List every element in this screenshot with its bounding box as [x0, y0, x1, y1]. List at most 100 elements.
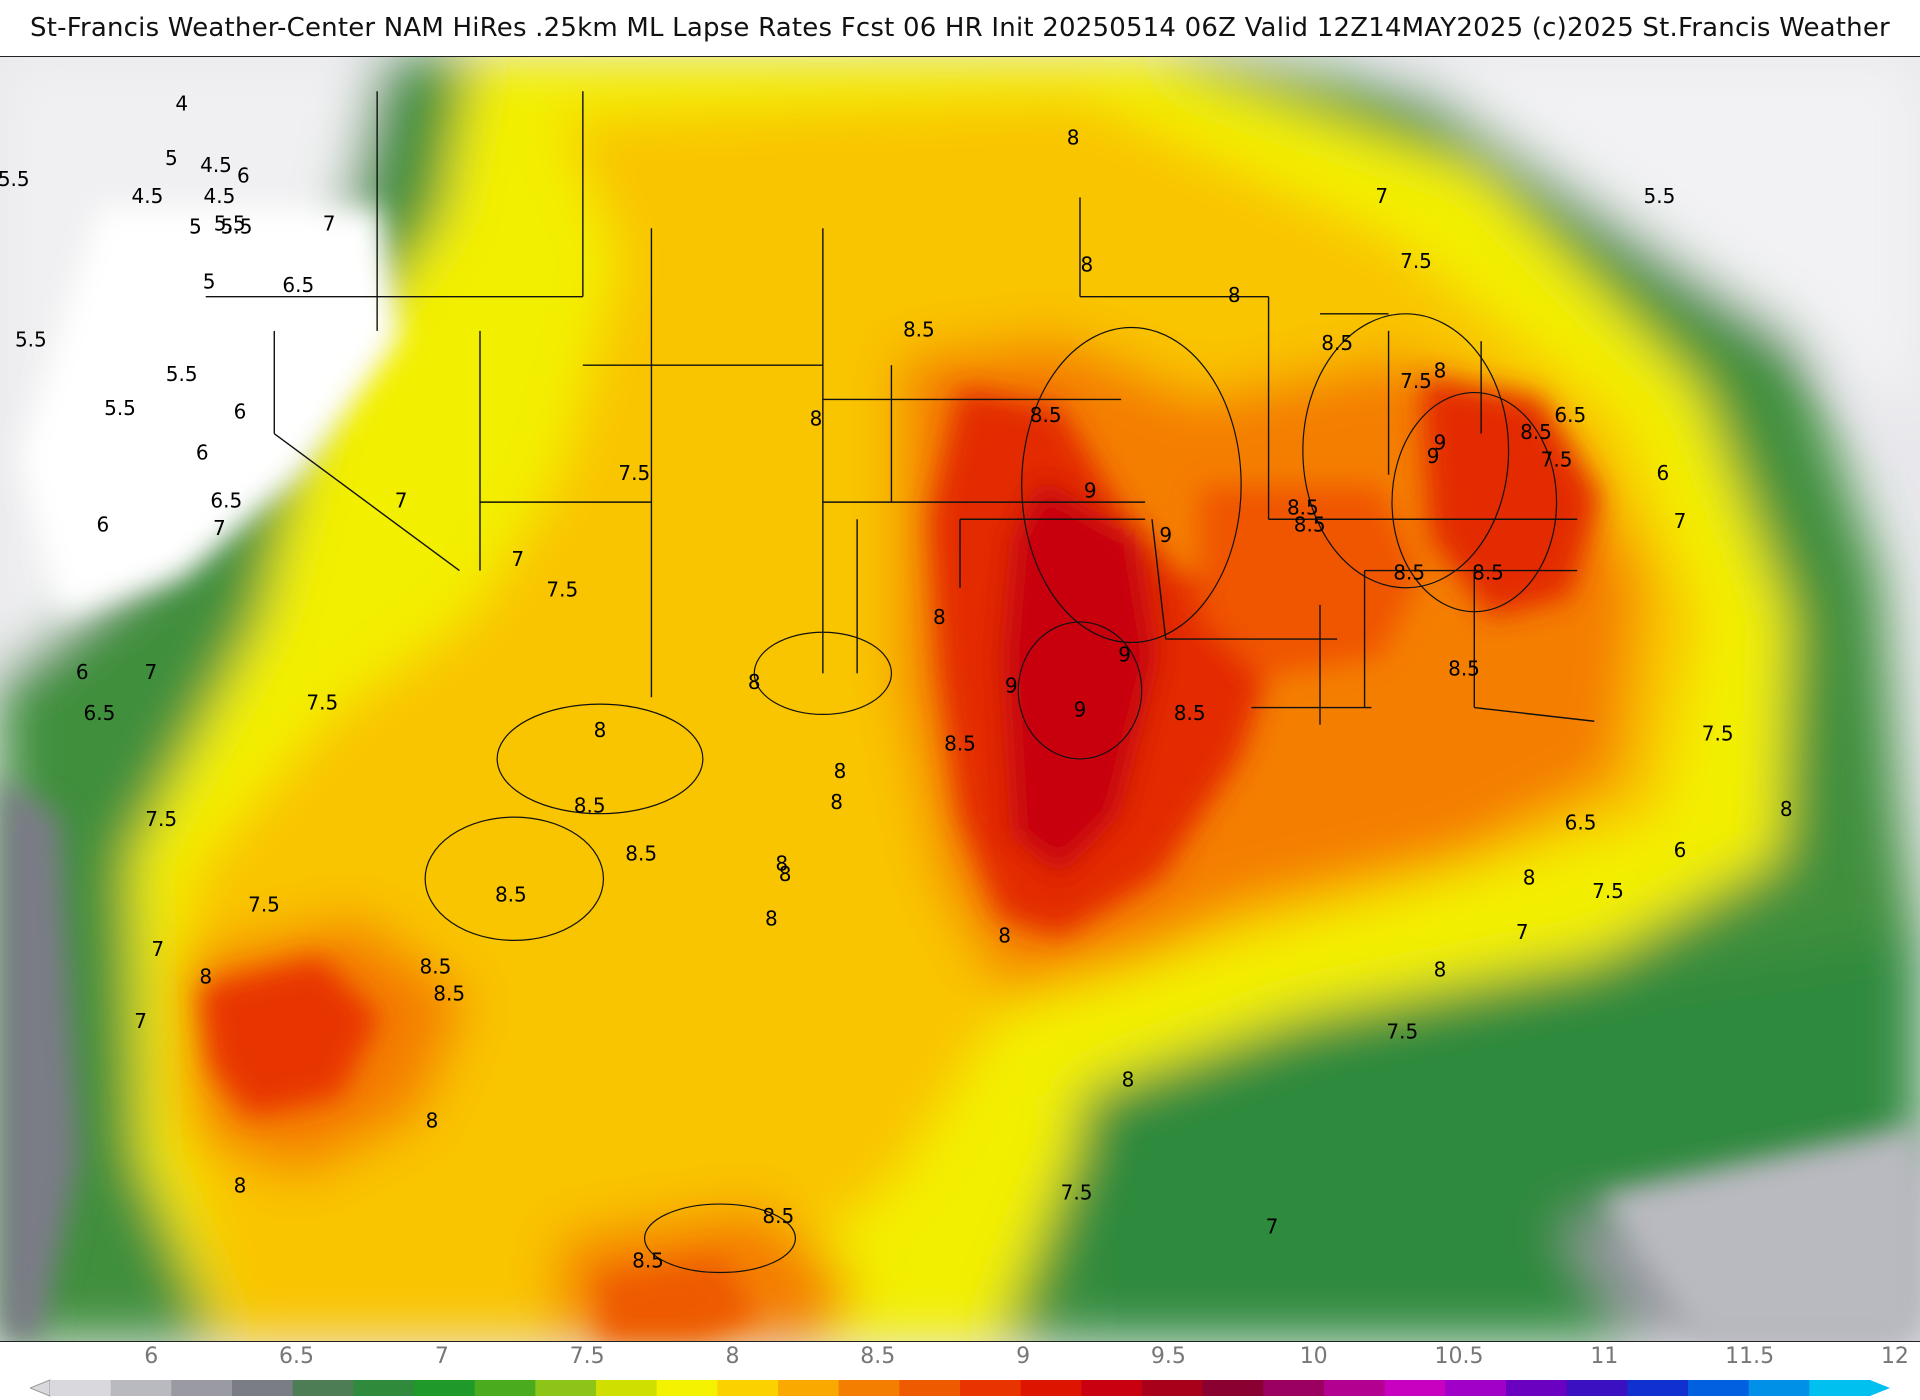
colorbar-tick-label: 7.5: [569, 1344, 605, 1369]
contour-label: 7: [144, 660, 157, 684]
colorbar-tick-label: 7: [434, 1344, 449, 1369]
colorbar-swatch: [1627, 1380, 1689, 1396]
colorbar-tick-label: 10.5: [1434, 1344, 1484, 1369]
contour-label: 8: [834, 759, 847, 783]
contour-label: 8.5: [944, 732, 976, 756]
colorbar-swatch: [778, 1380, 840, 1396]
colorbar-swatch: [960, 1380, 1022, 1396]
colorbar-swatch: [50, 1380, 112, 1396]
contour-label: 8: [1434, 958, 1447, 982]
colorbar-tick-label: 9.5: [1150, 1344, 1186, 1369]
contour-label: 5.5: [166, 362, 198, 386]
contour-label: 8: [779, 862, 792, 886]
contour-label: 6.5: [84, 701, 116, 725]
contour-label: 6.5: [1554, 403, 1586, 427]
contour-label: 7.5: [546, 578, 578, 602]
colorbar-tick-label: 10: [1299, 1344, 1328, 1369]
contour-label: 5: [165, 146, 178, 170]
contour-label: 8: [1080, 252, 1093, 276]
contour-label: 7: [1516, 920, 1529, 944]
contour-label: 8: [1067, 126, 1080, 150]
contour-label: 5.5: [15, 328, 47, 352]
contour-label: 8.5: [903, 317, 935, 341]
colorbar-swatch: [1748, 1380, 1810, 1396]
contour-label: 8.5: [433, 982, 465, 1006]
contour-label: 7.5: [1702, 721, 1734, 745]
contour-label: 8.5: [1321, 331, 1353, 355]
contour-label: 6.5: [282, 273, 314, 297]
colorbar-swatch: [1688, 1380, 1750, 1396]
contour-label: 8.5: [420, 954, 452, 978]
colorbar: 6 6.5 7 7.5 8 8.5 9 9.5 10 10.5 11 11.5 12: [0, 1342, 1920, 1400]
contour-label: 8.5: [1520, 420, 1552, 444]
contour-label: 9: [1118, 643, 1131, 667]
contour-label: 8: [748, 670, 761, 694]
state-border: [1151, 519, 1167, 640]
colorbar-swatch: [596, 1380, 658, 1396]
contour-label: 5.5: [221, 215, 253, 239]
colorbar-swatch: [414, 1380, 476, 1396]
colorbar-swatch: [899, 1380, 961, 1396]
state-border: [273, 433, 460, 572]
contour-label: 6: [96, 513, 109, 537]
colorbar-min-arrow: [30, 1379, 51, 1397]
state-border: [1474, 706, 1595, 722]
contour-label: 8: [1434, 359, 1447, 383]
contour-line: [1302, 313, 1510, 589]
contour-label: 7.5: [145, 807, 177, 831]
colorbar-tick-label: 6.5: [279, 1344, 314, 1369]
contour-label: 6.5: [210, 489, 242, 513]
contour-label: 4: [175, 91, 188, 115]
contour-label: 8.5: [1472, 561, 1504, 585]
contour-line: [1017, 621, 1143, 760]
contour-label: 8.5: [495, 882, 527, 906]
colorbar-swatch: [1324, 1380, 1386, 1396]
contour-line: [753, 631, 893, 716]
contour-label: 6: [196, 441, 209, 465]
contour-label: 7.5: [1061, 1180, 1093, 1204]
contour-label: 7: [323, 211, 336, 235]
contour-label: 5.5: [214, 211, 246, 235]
contour-label: 6: [234, 400, 247, 424]
contour-label: 7: [151, 937, 164, 961]
contour-label: 8: [1228, 283, 1241, 307]
contour-label: 8: [234, 1173, 247, 1197]
colorbar-swatch: [1020, 1380, 1082, 1396]
contour-label: 8: [830, 790, 843, 814]
colorbar-swatch: [232, 1380, 294, 1396]
contour-label: 8.5: [1294, 513, 1326, 537]
colorbar-swatch: [838, 1380, 900, 1396]
colorbar-swatch: [1202, 1380, 1264, 1396]
contour-label: 5: [203, 269, 216, 293]
contour-label: 7.5: [1386, 1019, 1418, 1043]
contour-label: 8: [199, 965, 212, 989]
contour-label: 8: [810, 406, 823, 430]
contour-label: 7.5: [248, 893, 280, 917]
colorbar-tick-label: 12: [1880, 1344, 1909, 1369]
contour-label: 5: [189, 215, 202, 239]
contour-label: 7.5: [1400, 369, 1432, 393]
contour-label: 7.5: [306, 691, 338, 715]
contour-label: 8.5: [1393, 561, 1425, 585]
contour-line: [1391, 391, 1558, 613]
state-borders: [205, 91, 1595, 725]
contour-label: 8.5: [625, 841, 657, 865]
contour-label: 6: [1674, 838, 1687, 862]
colorbar-swatch: [1081, 1380, 1143, 1396]
contour-label: 7.5: [1400, 249, 1432, 273]
map-title: St-Francis Weather-Center NAM HiRes .25k…: [30, 13, 1890, 43]
contour-label: 8.5: [1174, 701, 1206, 725]
contour-label: 7: [134, 1009, 147, 1033]
contour-label: 8: [1523, 865, 1536, 889]
colorbar-tick-label: 9: [1016, 1344, 1031, 1369]
colorbar-swatch: [110, 1380, 172, 1396]
colorbar-tick-label: 11: [1590, 1344, 1619, 1369]
contour-label: 7: [1266, 1215, 1279, 1239]
title-bar: St-Francis Weather-Center NAM HiRes .25k…: [0, 0, 1920, 56]
contour-label: 7: [1674, 509, 1687, 533]
contour-label: 7: [395, 489, 408, 513]
contour-label: 7: [1375, 184, 1388, 208]
contour-label: 5.5: [0, 167, 30, 191]
contour-label: 8: [775, 852, 788, 876]
contour-label: 8: [765, 906, 778, 930]
